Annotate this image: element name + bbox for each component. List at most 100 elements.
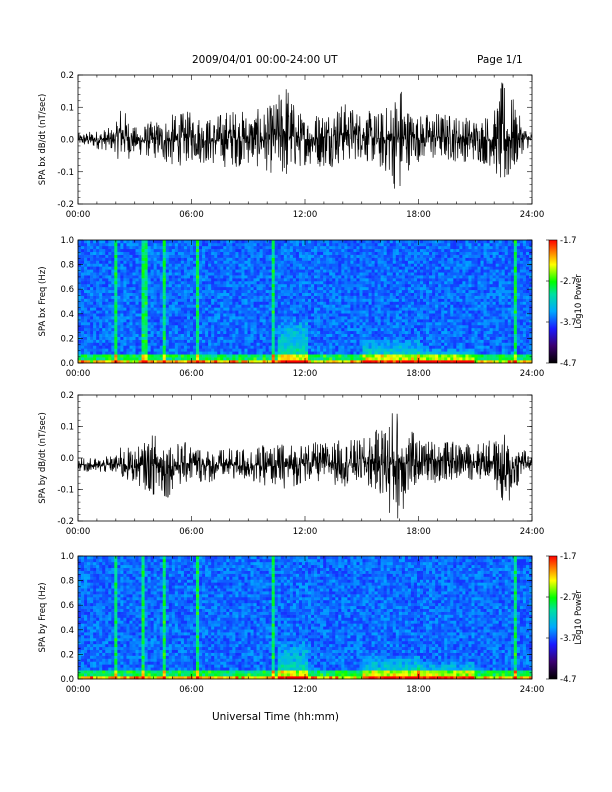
spectrogram-cell — [111, 289, 115, 294]
spectrogram-cell — [165, 295, 170, 299]
spectrogram-cell — [295, 360, 300, 364]
spectrogram-cell — [111, 324, 115, 329]
spectrogram-cell — [256, 354, 260, 358]
spectrogram-cell — [341, 292, 345, 296]
spectrogram-cell — [395, 322, 400, 326]
spectrogram-cell — [374, 286, 378, 291]
spectrogram-cell — [141, 357, 145, 361]
spectrogram-cell — [386, 248, 391, 253]
spectrogram-cell — [356, 272, 360, 276]
spectrogram-cell — [217, 357, 221, 361]
spectrogram-cell — [268, 316, 273, 320]
spectrogram-cell — [259, 333, 263, 337]
spectrogram-cell — [262, 295, 266, 299]
spectrogram-cell — [371, 339, 375, 343]
spectrogram-cell — [423, 339, 427, 343]
spectrogram-cell — [96, 319, 100, 323]
spectrogram-cell — [420, 351, 424, 355]
spectrogram-cell — [199, 251, 203, 255]
spectrogram-cell — [314, 257, 318, 261]
spectrogram-cell — [371, 316, 375, 320]
spectrogram-cell — [371, 263, 375, 267]
spectrogram-cell — [341, 248, 345, 253]
spectrogram-cell — [171, 298, 176, 302]
spectrogram-cell — [314, 242, 318, 247]
spectrogram-cell — [356, 357, 360, 361]
spectrogram-cell — [392, 327, 397, 332]
spectrogram-cell — [205, 269, 209, 273]
spectrogram-cell — [117, 333, 121, 337]
spectrogram-cell — [159, 322, 164, 326]
spectrogram-cell — [353, 260, 357, 264]
spectrogram-cell — [392, 354, 397, 358]
spectrogram-cell — [180, 336, 185, 340]
spectrogram-cell — [320, 295, 324, 299]
spectrogram-cell — [383, 354, 388, 358]
spectrogram-cell — [132, 266, 136, 270]
spectrogram-cell — [426, 319, 430, 323]
spectrogram-cell — [108, 354, 112, 358]
spectrogram-cell — [289, 266, 294, 270]
spectrogram-cell — [314, 295, 318, 299]
spectrogram-cell — [226, 257, 230, 261]
spectrogram-cell — [84, 281, 88, 285]
spectrogram-cell — [423, 254, 427, 258]
spectrogram-cell — [165, 313, 170, 317]
spectrogram-cell — [102, 324, 106, 329]
spectrogram-cell — [226, 263, 230, 267]
spectrogram-cell — [217, 286, 221, 291]
spectrogram-cell — [93, 336, 97, 340]
spectrogram-cell — [156, 242, 161, 247]
spectrogram-cell — [329, 345, 333, 349]
spectrogram-cell — [292, 278, 297, 282]
spectrogram-cell — [132, 345, 136, 349]
spectrogram-cell — [395, 251, 400, 255]
spectrogram-cell — [135, 278, 139, 282]
spectrogram-cell — [177, 298, 182, 302]
spectrogram-cell — [374, 316, 378, 320]
spectrogram-cell — [338, 272, 342, 276]
spectrogram-cell — [362, 301, 366, 305]
spectrogram-cell — [413, 266, 418, 270]
spectrogram-cell — [153, 240, 157, 244]
spectrogram-cell — [335, 333, 339, 337]
spectrogram-cell — [84, 266, 88, 270]
spectrogram-cell — [311, 316, 315, 320]
spectrogram-cell — [323, 251, 327, 255]
spectrogram-cell — [147, 304, 151, 308]
spectrogram-cell — [196, 283, 200, 288]
spectrogram-cell — [423, 324, 427, 329]
spectrogram-cell — [253, 272, 257, 276]
spectrogram-cell — [174, 298, 179, 302]
spectrogram-cell — [90, 251, 94, 255]
spectrogram-cell — [193, 327, 197, 332]
spectrogram-cell — [208, 275, 212, 279]
spectrogram-cell — [223, 354, 227, 358]
spectrogram-cell — [426, 348, 430, 352]
panel-1: 00:00 06:00 12:00 18:00 24:000.20.10.0-0.1-0… — [38, 71, 544, 220]
spectrogram-cell — [78, 248, 82, 253]
spectrogram-cell — [108, 319, 112, 323]
spectrogram-cell — [186, 269, 191, 273]
spectrogram-cell — [389, 333, 394, 337]
spectrogram-cell — [320, 245, 324, 250]
spectrogram-cell — [105, 254, 109, 258]
spectrogram-cell — [274, 304, 279, 308]
spectrogram-cell — [117, 295, 121, 299]
spectrogram-cell — [323, 289, 327, 294]
spectrogram-cell — [347, 354, 351, 358]
spectrogram-cell — [90, 278, 94, 282]
spectrogram-cell — [289, 272, 294, 276]
spectrogram-cell — [392, 336, 397, 340]
spectrogram-cell — [347, 348, 351, 352]
spectrogram-cell — [383, 245, 388, 250]
spectrogram-cell — [96, 345, 100, 349]
spectrogram-cell — [217, 348, 221, 352]
spectrogram-cell — [265, 336, 269, 340]
spectrogram-cell — [165, 360, 170, 364]
spectrogram-cell — [368, 283, 372, 288]
spectrogram-cell — [326, 316, 330, 320]
spectrogram-cell — [247, 336, 251, 340]
spectrogram-cell — [295, 266, 300, 270]
spectrogram-cell — [305, 348, 309, 352]
